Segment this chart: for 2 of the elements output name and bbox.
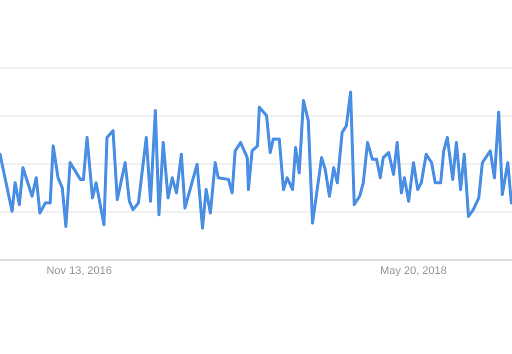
x-tick-label: Nov 13, 2016 bbox=[46, 265, 112, 277]
x-tick-label: May 20, 2018 bbox=[380, 265, 447, 277]
